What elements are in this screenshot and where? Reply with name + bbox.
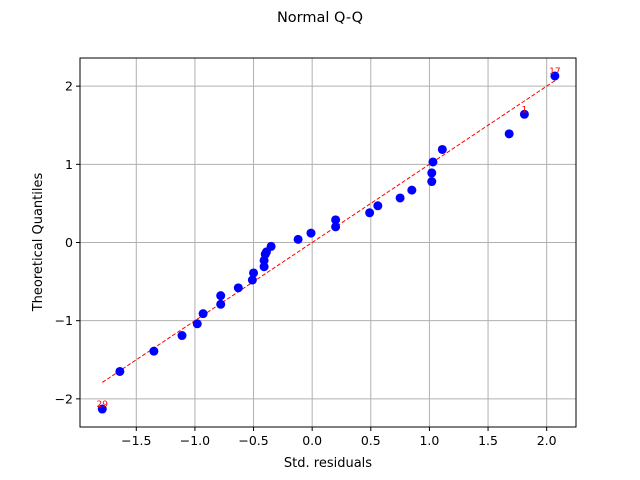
x-axis: −1.5 −1.0 −0.5 0.0 0.5 1.0 1.5 2.0 xyxy=(121,427,557,448)
y-tick-label: 0 xyxy=(65,235,73,250)
data-point xyxy=(550,71,560,81)
point-annotation: 29 xyxy=(97,400,109,410)
data-point xyxy=(373,201,383,211)
annotations-layer: 29 1 17 xyxy=(97,67,561,410)
y-axis-label: Theoretical Quantiles xyxy=(31,173,46,313)
data-point xyxy=(259,262,269,272)
data-point xyxy=(427,177,437,187)
data-point xyxy=(266,241,276,251)
data-point xyxy=(306,228,316,238)
data-point xyxy=(427,168,437,178)
x-tick-label: −0.5 xyxy=(238,433,268,448)
data-point xyxy=(504,129,514,139)
data-point xyxy=(519,109,529,119)
data-point xyxy=(177,331,187,341)
data-point xyxy=(216,291,226,301)
data-point xyxy=(233,283,243,293)
data-point xyxy=(395,193,405,203)
x-axis-label: Std. residuals xyxy=(284,456,372,471)
x-tick-label: 1.0 xyxy=(419,433,439,448)
data-point xyxy=(216,299,226,309)
data-point xyxy=(293,234,303,244)
data-point xyxy=(198,309,208,319)
x-tick-label: −1.0 xyxy=(180,433,210,448)
x-tick-label: 0.0 xyxy=(302,433,322,448)
data-point xyxy=(428,157,438,167)
y-axis: −2 −1 0 1 2 xyxy=(55,79,80,406)
y-tick-label: −1 xyxy=(55,313,73,328)
x-tick-label: 1.5 xyxy=(478,433,498,448)
data-point xyxy=(437,144,447,154)
y-tick-label: 2 xyxy=(65,79,73,94)
data-point xyxy=(149,346,159,356)
x-tick-label: −1.5 xyxy=(121,433,151,448)
data-point xyxy=(331,222,341,232)
x-tick-label: 0.5 xyxy=(361,433,381,448)
reference-line-layer xyxy=(102,80,556,383)
chart-title: Normal Q-Q xyxy=(277,10,363,26)
point-annotation: 17 xyxy=(549,67,560,77)
data-point xyxy=(192,319,202,329)
x-tick-label: 2.0 xyxy=(537,433,557,448)
data-point xyxy=(365,208,375,218)
data-point xyxy=(331,215,341,225)
data-point xyxy=(407,185,417,195)
y-tick-label: −2 xyxy=(55,391,73,406)
grid xyxy=(80,58,576,427)
data-point xyxy=(249,268,259,278)
reference-line xyxy=(102,80,556,383)
data-point xyxy=(97,404,107,414)
points-layer xyxy=(97,71,560,414)
data-point xyxy=(115,366,125,376)
data-point xyxy=(247,275,257,285)
y-tick-label: 1 xyxy=(65,157,73,172)
point-annotation: 1 xyxy=(522,105,528,115)
